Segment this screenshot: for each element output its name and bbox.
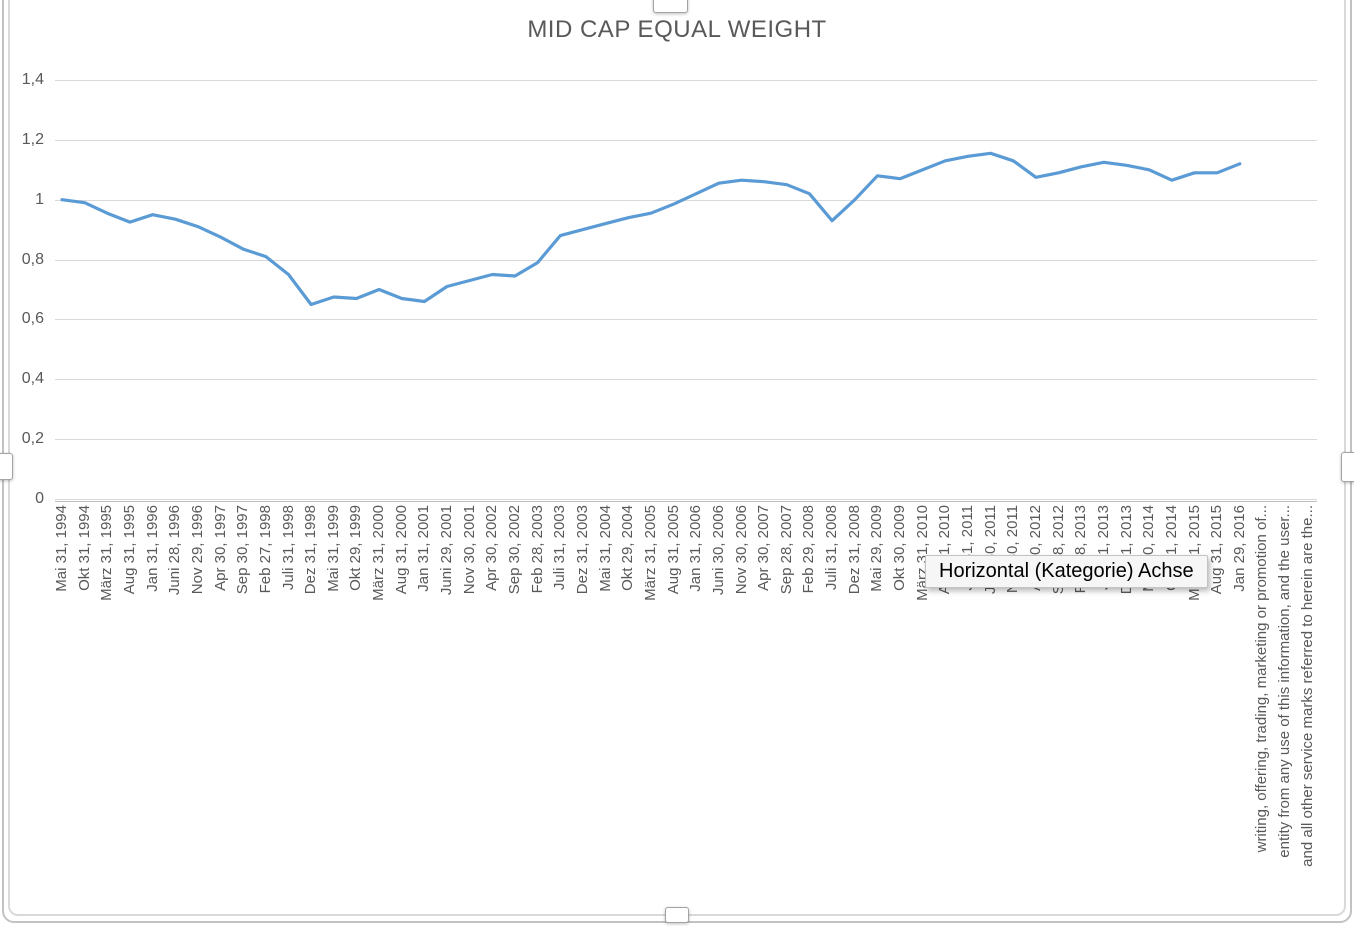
value-axis-label: 1 xyxy=(35,191,44,208)
category-axis-label: Aug 31, 2015 xyxy=(1208,505,1226,595)
category-axis-label: Dez 31, 1998 xyxy=(302,505,320,595)
category-axis-label: Okt 30, 2009 xyxy=(891,505,908,591)
category-axis-line xyxy=(55,501,1317,502)
resize-handle-left[interactable] xyxy=(0,453,13,480)
category-axis-label: Sep 30, 2002 xyxy=(506,505,523,595)
category-axis-label: Okt 29, 1999 xyxy=(347,505,365,591)
value-axis-label: 0,6 xyxy=(21,310,44,327)
category-axis-label: Apr 30, 2007 xyxy=(755,505,773,591)
resize-handle-right[interactable] xyxy=(1341,452,1354,482)
category-axis-label: Mai 31, 1999 xyxy=(324,505,342,592)
category-axis-label: Mai 31, 1994 xyxy=(53,505,70,592)
value-axis-label: 1,2 xyxy=(21,131,44,148)
category-axis-label: März 31, 1995 xyxy=(98,505,116,601)
category-axis-label: Jan 31, 2001 xyxy=(415,505,433,592)
gridline xyxy=(55,140,1317,141)
axis-tooltip: Horizontal (Kategorie) Achse xyxy=(925,555,1208,588)
gridline xyxy=(55,439,1317,440)
gridline xyxy=(55,379,1317,380)
category-axis-label: Juni 30, 2006 xyxy=(709,505,727,596)
value-axis-label: 0 xyxy=(35,490,44,507)
value-axis-label: 1,4 xyxy=(21,71,44,88)
category-axis-label: Juli 31, 2003 xyxy=(551,505,569,591)
category-axis-label: Okt 31, 1994 xyxy=(75,505,93,591)
category-axis-label: writing, offering, trading, marketing or… xyxy=(1253,505,1271,853)
category-axis-label: Juni 29, 2001 xyxy=(438,505,455,596)
category-axis-label: Apr 30, 2002 xyxy=(483,505,501,591)
gridline xyxy=(55,200,1317,201)
category-axis-label: Nov 30, 2006 xyxy=(732,505,750,595)
gridline xyxy=(55,260,1317,261)
category-axis-label: Apr 30, 1997 xyxy=(211,505,229,591)
category-axis-label: März 31, 2005 xyxy=(641,505,659,601)
value-axis-label: 0,4 xyxy=(21,370,44,387)
category-axis-label: Dez 31, 2003 xyxy=(573,505,591,595)
category-axis-label: Sep 30, 1997 xyxy=(234,505,252,595)
category-axis-label: Juli 31, 1998 xyxy=(279,505,297,591)
category-axis-label: Feb 27, 1998 xyxy=(256,505,274,594)
category-axis-label: Okt 29, 2004 xyxy=(619,505,637,591)
gridline xyxy=(55,80,1317,81)
gridline xyxy=(55,319,1317,320)
category-axis-label: Jan 29, 2016 xyxy=(1230,505,1248,592)
category-axis-label: entity from any use of this information,… xyxy=(1276,505,1294,858)
resize-handle-top[interactable] xyxy=(653,0,688,13)
category-axis-label: Aug 31, 2005 xyxy=(664,505,682,595)
category-axis-label: Feb 28, 2003 xyxy=(528,505,546,594)
category-axis-label: Juli 31, 2008 xyxy=(823,505,841,591)
category-axis-label: März 31, 2000 xyxy=(370,505,388,601)
category-axis-label: Juni 28, 1996 xyxy=(166,505,184,596)
category-axis-label: Aug 31, 1995 xyxy=(120,505,138,595)
category-axis-label: Nov 29, 1996 xyxy=(188,505,206,595)
category-axis-label: Sep 28, 2007 xyxy=(777,505,795,595)
resize-handle-bottom[interactable] xyxy=(665,907,689,923)
category-axis-label: Nov 30, 2001 xyxy=(460,505,478,595)
gridline xyxy=(55,499,1317,500)
value-axis-label: 0,2 xyxy=(21,430,44,447)
category-axis-label: Dez 31, 2008 xyxy=(845,505,863,595)
category-axis-label: Jan 31, 2006 xyxy=(687,505,705,592)
category-axis-label: and all other service marks referred to … xyxy=(1298,505,1316,867)
category-axis-label: Feb 29, 2008 xyxy=(800,505,818,594)
chart-title[interactable]: MID CAP EQUAL WEIGHT xyxy=(527,16,827,43)
category-axis-label: Jan 31, 1996 xyxy=(143,505,161,592)
plot-area[interactable] xyxy=(55,70,1317,502)
category-axis-label: Aug 31, 2000 xyxy=(392,505,410,595)
value-axis-label: 0,8 xyxy=(21,251,44,268)
category-axis-label: Mai 29, 2009 xyxy=(868,505,886,592)
category-axis-label: Mai 31, 2004 xyxy=(596,505,614,592)
axis-tooltip-text: Horizontal (Kategorie) Achse xyxy=(939,560,1194,582)
